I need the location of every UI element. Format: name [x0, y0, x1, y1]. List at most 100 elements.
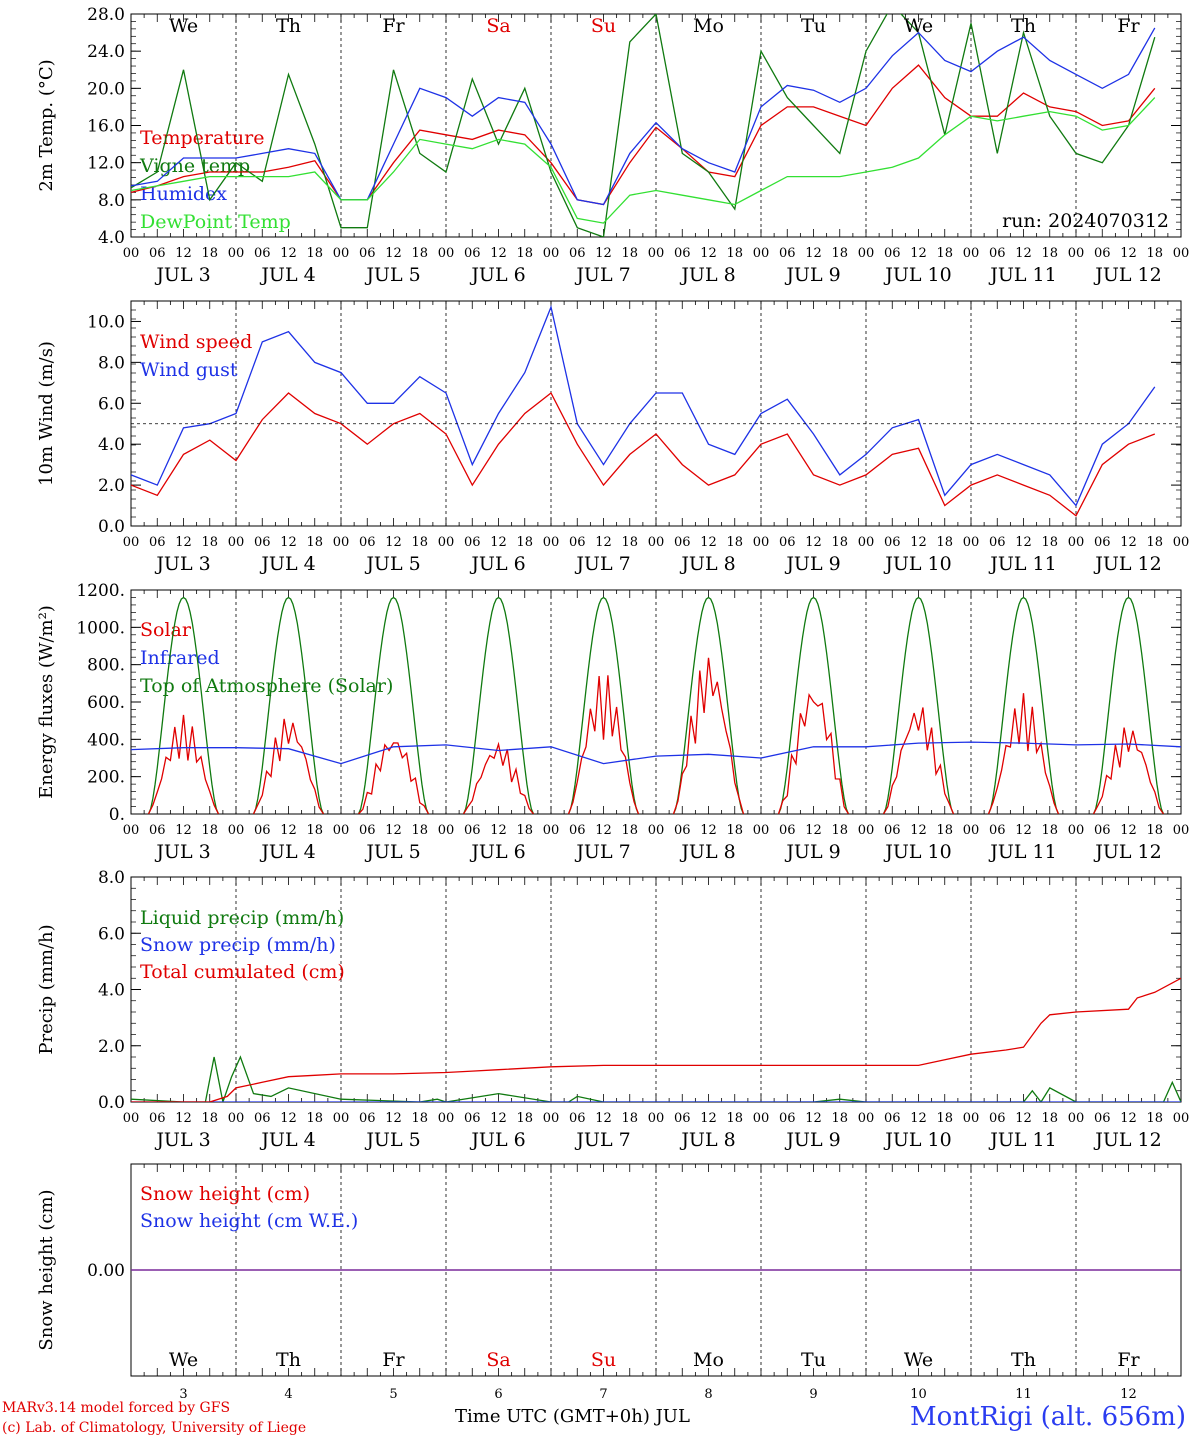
- series-wind-speed: [131, 392, 1156, 517]
- hour-tick-label: 12: [385, 535, 402, 550]
- date-label: JUL 5: [364, 553, 420, 575]
- day-name-label: Tu: [801, 1349, 826, 1371]
- series-solar: [1092, 727, 1165, 814]
- day-name-label: Fr: [1117, 15, 1140, 37]
- hour-tick-label: 00: [438, 823, 455, 838]
- hour-tick-label: 12: [175, 246, 192, 261]
- hour-tick-label: 06: [1094, 535, 1111, 550]
- hour-tick-label: 06: [989, 246, 1006, 261]
- hour-tick-label: 06: [359, 246, 376, 261]
- date-label: JUL 7: [574, 841, 630, 863]
- date-label: JUL 3: [154, 264, 210, 286]
- hour-tick-label: 12: [1015, 1111, 1032, 1126]
- hour-tick-label: 12: [490, 535, 507, 550]
- hour-tick-label: 12: [385, 823, 402, 838]
- date-label: JUL 6: [469, 553, 525, 575]
- hour-tick-label: 06: [674, 535, 691, 550]
- hour-tick-label: 12: [280, 535, 297, 550]
- date-label: JUL 8: [679, 264, 735, 286]
- day-number-label: 6: [494, 1387, 502, 1402]
- date-label: JUL 11: [988, 264, 1056, 286]
- y-tick-label: 4.0: [98, 981, 125, 1001]
- day-number-label: 12: [1120, 1387, 1137, 1402]
- series-toa-solar: [567, 596, 640, 814]
- day-name-label: Su: [591, 15, 616, 37]
- y-axis-label: Energy fluxes (W/m²): [36, 605, 57, 799]
- series-solar: [882, 707, 955, 814]
- series-group: [131, 14, 1156, 237]
- date-label: JUL 10: [883, 841, 951, 863]
- hour-tick-label: 12: [175, 823, 192, 838]
- date-label: JUL 12: [1093, 1129, 1161, 1151]
- y-tick-label: 2.0: [98, 1037, 125, 1057]
- hour-tick-label: 00: [858, 535, 875, 550]
- hour-tick-label: 18: [936, 823, 953, 838]
- hour-tick-label: 06: [149, 535, 166, 550]
- y-axis-label: Snow height (cm): [36, 1189, 57, 1350]
- hour-tick-label: 18: [831, 1111, 848, 1126]
- y-tick-label: 200.: [87, 768, 125, 788]
- hour-tick-label: 06: [359, 823, 376, 838]
- date-label: JUL 6: [469, 264, 525, 286]
- date-label: JUL 10: [883, 553, 951, 575]
- y-axis-label: Precip (mm/h): [36, 924, 57, 1054]
- hour-tick-label: 18: [936, 535, 953, 550]
- time-axis-title: Time UTC (GMT+0h) JUL: [455, 1406, 690, 1427]
- date-label: JUL 3: [154, 1129, 210, 1151]
- day-number-label: 3: [179, 1387, 187, 1402]
- day-name-label: Sa: [486, 1349, 510, 1371]
- legend-entry: Total cumulated (cm): [140, 961, 345, 983]
- y-tick-label: 1200.: [76, 581, 125, 601]
- lab-credit: (c) Lab. of Climatology, University of L…: [2, 1420, 307, 1436]
- hour-tick-label: 18: [201, 246, 218, 261]
- hour-tick-label: 12: [280, 1111, 297, 1126]
- day-number-label: 8: [704, 1387, 712, 1402]
- y-tick-label: 6.0: [98, 394, 125, 414]
- legend-entry: DewPoint Temp: [140, 211, 291, 233]
- date-label: JUL 7: [574, 264, 630, 286]
- day-name-label: We: [904, 1349, 933, 1371]
- hour-tick-label: 06: [359, 535, 376, 550]
- legend-entry: Wind speed: [140, 331, 252, 353]
- hour-tick-label: 06: [1094, 246, 1111, 261]
- hour-tick-label: 18: [831, 823, 848, 838]
- hour-tick-label: 12: [700, 823, 717, 838]
- y-tick-label: 8.0: [98, 191, 125, 211]
- hour-tick-label: 06: [884, 1111, 901, 1126]
- y-tick-label: 4.0: [98, 228, 125, 248]
- y-tick-label: 24.0: [87, 42, 125, 62]
- hour-tick-label: 12: [385, 1111, 402, 1126]
- series-infrared: [131, 741, 1181, 765]
- hour-tick-label: 18: [1041, 823, 1058, 838]
- hour-tick-label: 06: [254, 535, 271, 550]
- hour-tick-label: 00: [123, 535, 140, 550]
- legend-entry: Solar: [140, 619, 192, 641]
- hour-tick-label: 18: [1146, 535, 1163, 550]
- series-total-cumulated-cm-: [131, 977, 1181, 1102]
- hour-tick-label: 12: [595, 823, 612, 838]
- hour-tick-label: 00: [333, 246, 350, 261]
- date-label: JUL 3: [154, 553, 210, 575]
- hour-tick-label: 12: [1120, 246, 1137, 261]
- series-toa-solar: [357, 596, 430, 814]
- hour-tick-label: 00: [543, 823, 560, 838]
- hour-tick-label: 06: [1094, 823, 1111, 838]
- y-axis-label: 10m Wind (m/s): [36, 341, 57, 486]
- hour-tick-label: 12: [1015, 535, 1032, 550]
- hour-tick-label: 18: [1041, 1111, 1058, 1126]
- series-solar: [147, 714, 220, 814]
- hour-tick-label: 12: [910, 535, 927, 550]
- legend-entry: Snow precip (mm/h): [140, 934, 336, 956]
- y-tick-label: 600.: [87, 693, 125, 713]
- hour-tick-label: 00: [1068, 823, 1085, 838]
- date-label: JUL 8: [679, 841, 735, 863]
- date-label: JUL 10: [883, 1129, 951, 1151]
- hour-tick-label: 06: [464, 246, 481, 261]
- series-solar: [987, 693, 1060, 814]
- day-name-label: Fr: [382, 1349, 405, 1371]
- hour-tick-label: 00: [438, 535, 455, 550]
- hour-tick-label: 12: [1120, 535, 1137, 550]
- day-name-label: Th: [276, 15, 301, 37]
- day-name-label: Sa: [486, 15, 510, 37]
- hour-tick-label: 00: [1068, 535, 1085, 550]
